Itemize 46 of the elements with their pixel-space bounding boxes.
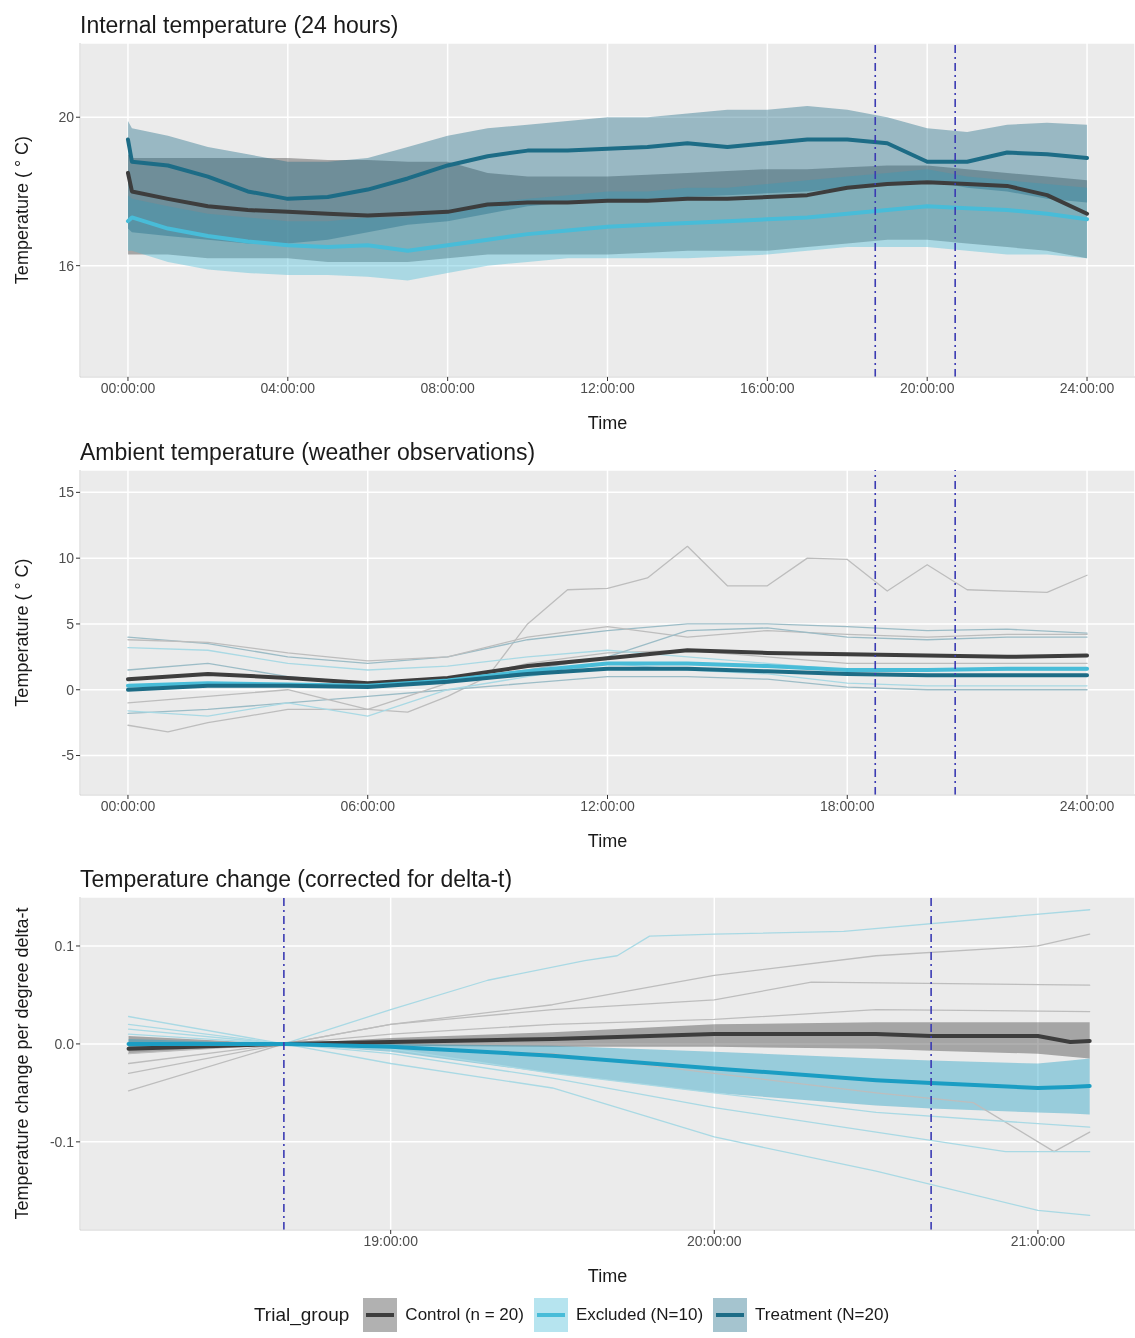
y-tick-label: 16 — [58, 257, 75, 274]
y-tick-label: 0.1 — [54, 937, 75, 954]
x-tick-label: 18:00:00 — [820, 797, 875, 814]
x-tick-label: 00:00:00 — [100, 379, 156, 396]
line-series — [127, 675, 1088, 715]
x-tick-label: 12:00:00 — [580, 379, 635, 396]
x-tick-label: 20:00:00 — [687, 1232, 742, 1249]
line-series — [125, 204, 1090, 253]
y-axis-title: Temperature ( ° C) — [12, 135, 33, 285]
x-tick-label: 16:00:00 — [740, 379, 795, 396]
legend-label: Treatment (N=20) — [755, 1305, 890, 1325]
x-tick-label: 00:00:00 — [100, 797, 156, 814]
x-tick-label: 12:00:00 — [580, 797, 635, 814]
y-tick-label: -0.1 — [49, 1133, 75, 1150]
y-tick-label: 0.0 — [54, 1035, 75, 1052]
x-tick-label: 06:00:00 — [340, 797, 396, 814]
legend-label: Control (n = 20) — [405, 1305, 524, 1325]
y-tick-label: 20 — [58, 109, 75, 126]
y-tick-label: 10 — [58, 550, 75, 567]
x-tick-label: 19:00:00 — [363, 1232, 419, 1249]
x-tick-label: 20:00:00 — [899, 379, 955, 396]
line-series — [127, 545, 1088, 733]
y-tick-label: 5 — [66, 615, 75, 632]
x-tick-label: 24:00:00 — [1059, 379, 1115, 396]
line-series — [126, 1041, 1092, 1090]
x-tick-label: 21:00:00 — [1010, 1232, 1066, 1249]
y-axis-title: Temperature ( ° C) — [12, 558, 33, 707]
line-series — [125, 666, 1090, 692]
line-series — [125, 170, 1090, 218]
line-series — [125, 648, 1090, 686]
chart-title: Ambient temperature (weather observations) — [79, 438, 537, 467]
y-tick-label: 15 — [58, 484, 75, 501]
y-axis-title: Temperature change per degree delta-t — [12, 907, 33, 1220]
x-axis-title: Time — [587, 413, 628, 433]
chart-title: Internal temperature (24 hours) — [79, 11, 400, 40]
y-tick-label: 0 — [66, 681, 75, 698]
x-tick-label: 04:00:00 — [260, 379, 316, 396]
x-tick-label: 08:00:00 — [420, 379, 476, 396]
line-series — [125, 137, 1090, 201]
x-tick-label: 24:00:00 — [1059, 797, 1115, 814]
y-tick-label: -5 — [61, 747, 75, 764]
chart-title: Temperature change (corrected for delta-t) — [79, 865, 514, 894]
x-axis-title: Time — [587, 1266, 628, 1286]
legend-label: Excluded (N=10) — [575, 1305, 704, 1325]
x-axis-title: Time — [587, 831, 628, 851]
legend-title: Trial_group — [253, 1304, 350, 1326]
